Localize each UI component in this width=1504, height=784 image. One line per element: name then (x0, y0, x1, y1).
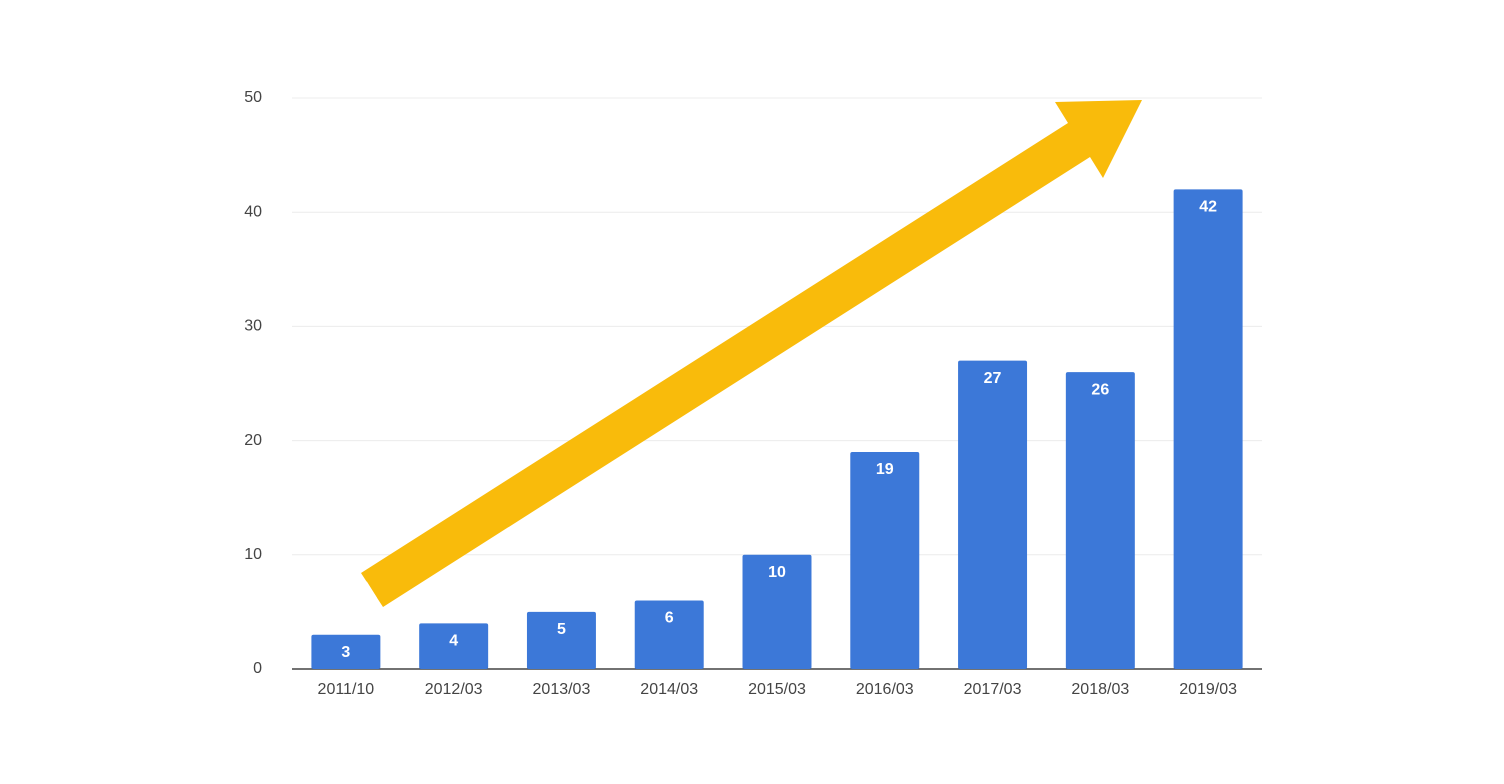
trend-arrow (361, 100, 1142, 607)
y-tick-label: 40 (244, 203, 262, 220)
value-label: 19 (876, 461, 894, 478)
value-label: 3 (341, 644, 350, 661)
value-label: 42 (1199, 199, 1217, 216)
value-label: 26 (1091, 381, 1109, 398)
value-label: 4 (449, 633, 458, 650)
x-tick-label: 2019/03 (1179, 681, 1237, 698)
y-tick-label: 10 (244, 546, 262, 563)
plot-area: 0 10 20 30 40 50 2011/10 3 2012/03 4 2013/03 5 2014/… (244, 89, 1262, 698)
value-label: 10 (768, 564, 786, 581)
y-tick-label: 20 (244, 432, 262, 449)
arrow-tail-stripe (365, 581, 377, 599)
bar (742, 554, 812, 669)
x-tick-label: 2018/03 (1071, 681, 1129, 698)
y-tick-label: 0 (253, 660, 262, 677)
bar (419, 623, 489, 669)
bar (311, 634, 381, 669)
x-tick-label: 2012/03 (425, 681, 483, 698)
bar (634, 600, 704, 669)
x-tick-label: 2015/03 (748, 681, 806, 698)
value-label: 6 (665, 610, 674, 627)
x-tick-label: 2014/03 (640, 681, 698, 698)
y-tick-label: 30 (244, 318, 262, 335)
y-tick-label: 50 (244, 89, 262, 106)
bar (526, 611, 596, 669)
x-tick-label: 2016/03 (856, 681, 914, 698)
bar (850, 452, 920, 669)
value-label: 27 (984, 370, 1002, 387)
bar (1173, 189, 1243, 670)
bar (1065, 372, 1135, 669)
bar (958, 360, 1028, 669)
x-tick-label: 2017/03 (964, 681, 1022, 698)
x-tick-label: 2011/10 (318, 681, 375, 698)
value-label: 5 (557, 621, 566, 638)
x-tick-label: 2013/03 (533, 681, 591, 698)
